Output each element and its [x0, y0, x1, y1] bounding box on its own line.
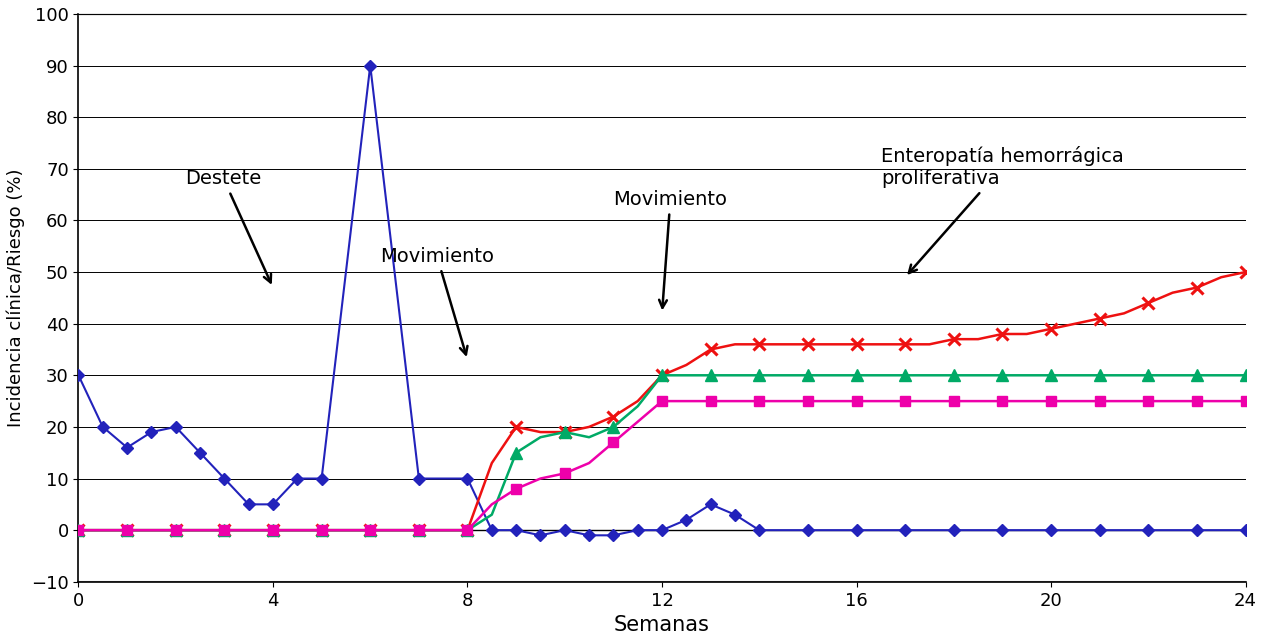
X-axis label: Semanas: Semanas — [614, 615, 710, 635]
Y-axis label: Incidencia clínica/Riesgo (%): Incidencia clínica/Riesgo (%) — [6, 169, 25, 427]
Text: Movimiento: Movimiento — [380, 247, 494, 354]
Text: Movimiento: Movimiento — [613, 190, 727, 308]
Text: Enteropatía hemorrágica
proliferativa: Enteropatía hemorrágica proliferativa — [881, 146, 1124, 273]
Text: Destete: Destete — [186, 169, 270, 282]
